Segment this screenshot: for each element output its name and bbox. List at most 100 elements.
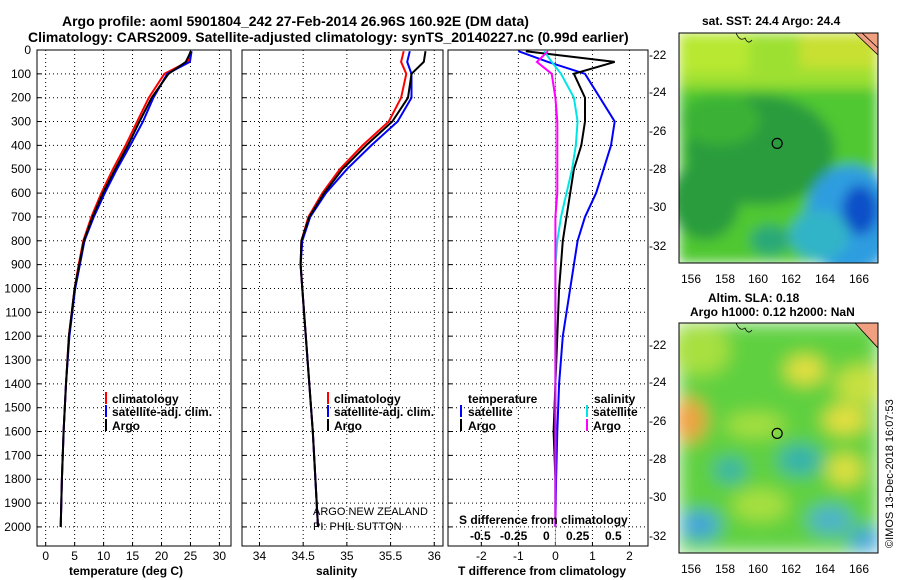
series-group xyxy=(299,50,427,527)
depth-tick-label: 500 xyxy=(11,162,31,176)
sst-map-image xyxy=(679,33,878,263)
x-tick-label: 34 xyxy=(253,549,267,563)
lat-tick: -32 xyxy=(649,529,667,543)
sla-map-title-1: Altim. SLA: 0.18 xyxy=(708,291,800,305)
lat-tick: -30 xyxy=(649,490,667,504)
lat-tick: -26 xyxy=(649,124,667,138)
legend-s-satellite-label: satellite xyxy=(593,405,638,419)
x-axes: 0 5 10 15 20 25 30 34 34.5 35 35.5 36 -2 -1 0 1 2 xyxy=(42,549,633,563)
legend-climatology-label: climatology xyxy=(112,392,179,406)
depth-tick-label: 2000 xyxy=(4,520,31,534)
depth-tick-label: 1500 xyxy=(4,401,31,415)
depth-tick-label: 300 xyxy=(11,115,31,129)
x-tick-label: 30 xyxy=(213,549,227,563)
legend-temperature-title: temperature xyxy=(468,392,538,406)
s-tick: 0 xyxy=(543,529,550,543)
temperature-legend: climatology satellite-adj. clim. Argo xyxy=(105,392,212,433)
x-tick-label: 5 xyxy=(71,549,78,563)
float-position-marker xyxy=(771,137,783,149)
temperature-axis-label: temperature (deg C) xyxy=(69,564,183,578)
legend-satellite-label: satellite-adj. clim. xyxy=(112,405,212,419)
legend-satellite-label: satellite-adj. clim. xyxy=(334,405,434,419)
salinity-panel-frame xyxy=(241,49,444,547)
salinity-legend: climatology satellite-adj. clim. Argo xyxy=(327,392,434,433)
sst-map-frame xyxy=(678,32,879,264)
depth-tick-label: 1400 xyxy=(4,377,31,391)
sst-map-title: sat. SST: 24.4 Argo: 24.4 xyxy=(702,14,841,28)
series-layer xyxy=(59,50,616,527)
lon-tick: 156 xyxy=(681,272,701,286)
lon-tick: 156 xyxy=(681,562,701,576)
depth-tick-label: 700 xyxy=(11,210,31,224)
legend-s-argo-label: Argo xyxy=(593,419,621,433)
argo-new-zealand-note: ARGO NEW ZEALAND xyxy=(313,506,428,518)
depth-tick-label: 400 xyxy=(11,138,31,152)
lon-tick: 164 xyxy=(815,562,835,576)
legend-t-argo-label: Argo xyxy=(468,419,496,433)
x-tick-label: 2 xyxy=(626,549,633,563)
series-group xyxy=(518,50,616,527)
sla-lon-ticks: 156 158 160 162 164 166 xyxy=(681,562,869,576)
lat-tick: -26 xyxy=(649,414,667,428)
x-tick-label: 0 xyxy=(42,549,49,563)
x-tick-label: -2 xyxy=(476,549,487,563)
lon-tick: 166 xyxy=(849,562,869,576)
legend-argo-label: Argo xyxy=(334,419,362,433)
series-line-temperature-satellite xyxy=(518,50,616,527)
sla-map-frame xyxy=(678,322,879,554)
x-tick-label: 20 xyxy=(155,549,169,563)
x-tick-label: -1 xyxy=(513,549,524,563)
s-difference-axis-label: S difference from climatology xyxy=(459,513,628,527)
lat-tick: -28 xyxy=(649,452,667,466)
x-tick-label: 36 xyxy=(428,549,442,563)
series-line-salinity-argo xyxy=(535,50,559,527)
lat-tick: -22 xyxy=(649,48,667,62)
sla-map-image xyxy=(679,323,878,553)
lat-tick: -24 xyxy=(649,375,667,389)
depth-tick-label: 1600 xyxy=(4,425,31,439)
series-group xyxy=(59,50,193,527)
difference-panel-frame xyxy=(447,49,649,547)
salinity-axis-label: salinity xyxy=(316,564,358,578)
x-tick-label: 15 xyxy=(126,549,140,563)
s-tick: -0.5 xyxy=(470,529,491,543)
depth-tick-label: 600 xyxy=(11,186,31,200)
series-line-argo xyxy=(299,51,427,527)
s-tick: 0.25 xyxy=(566,529,590,543)
temperature-panel-frame xyxy=(36,49,232,547)
legend-salinity-title: salinity xyxy=(594,392,636,406)
s-difference-ticks: -0.5 -0.25 0 0.25 0.5 xyxy=(470,529,622,543)
legend-argo-label: Argo xyxy=(112,419,140,433)
lat-tick: -24 xyxy=(649,85,667,99)
series-line-satellite-adj-clim- xyxy=(59,51,193,527)
lat-tick: -32 xyxy=(649,239,667,253)
depth-tick-label: 1000 xyxy=(4,281,31,295)
lat-tick: -28 xyxy=(649,162,667,176)
x-tick-label: 0 xyxy=(552,549,559,563)
depth-tick-label: 1700 xyxy=(4,448,31,462)
depth-axis: 0 100 200 300 400 500 600 700 800 900 1000 1100 1200… xyxy=(4,43,31,534)
lat-tick: -22 xyxy=(649,338,667,352)
series-line-argo xyxy=(59,50,192,527)
depth-tick-label: 1800 xyxy=(4,472,31,486)
legend-t-satellite-label: satellite xyxy=(468,405,513,419)
x-tick-label: 35 xyxy=(340,549,354,563)
header-line-1: Argo profile: aoml 5901804_242 27-Feb-20… xyxy=(62,13,529,29)
x-tick-label: 10 xyxy=(97,549,111,563)
depth-tick-label: 200 xyxy=(11,91,31,105)
pi-note: PI: PHIL SUTTON xyxy=(313,521,402,533)
sst-lon-ticks: 156 158 160 162 164 166 xyxy=(681,272,869,286)
lon-tick: 158 xyxy=(715,562,735,576)
depth-tick-label: 0 xyxy=(24,43,31,57)
sst-lat-ticks: -22 -24 -26 -28 -30 -32 xyxy=(649,48,667,253)
lon-tick: 158 xyxy=(715,272,735,286)
depth-tick-label: 1300 xyxy=(4,353,31,367)
depth-tick-label: 900 xyxy=(11,258,31,272)
depth-tick-label: 800 xyxy=(11,234,31,248)
lon-tick: 166 xyxy=(849,272,869,286)
depth-tick-label: 1100 xyxy=(5,305,31,319)
difference-axis-label: T difference from climatology xyxy=(458,564,626,578)
lon-tick: 160 xyxy=(748,562,768,576)
lon-tick: 160 xyxy=(748,272,768,286)
